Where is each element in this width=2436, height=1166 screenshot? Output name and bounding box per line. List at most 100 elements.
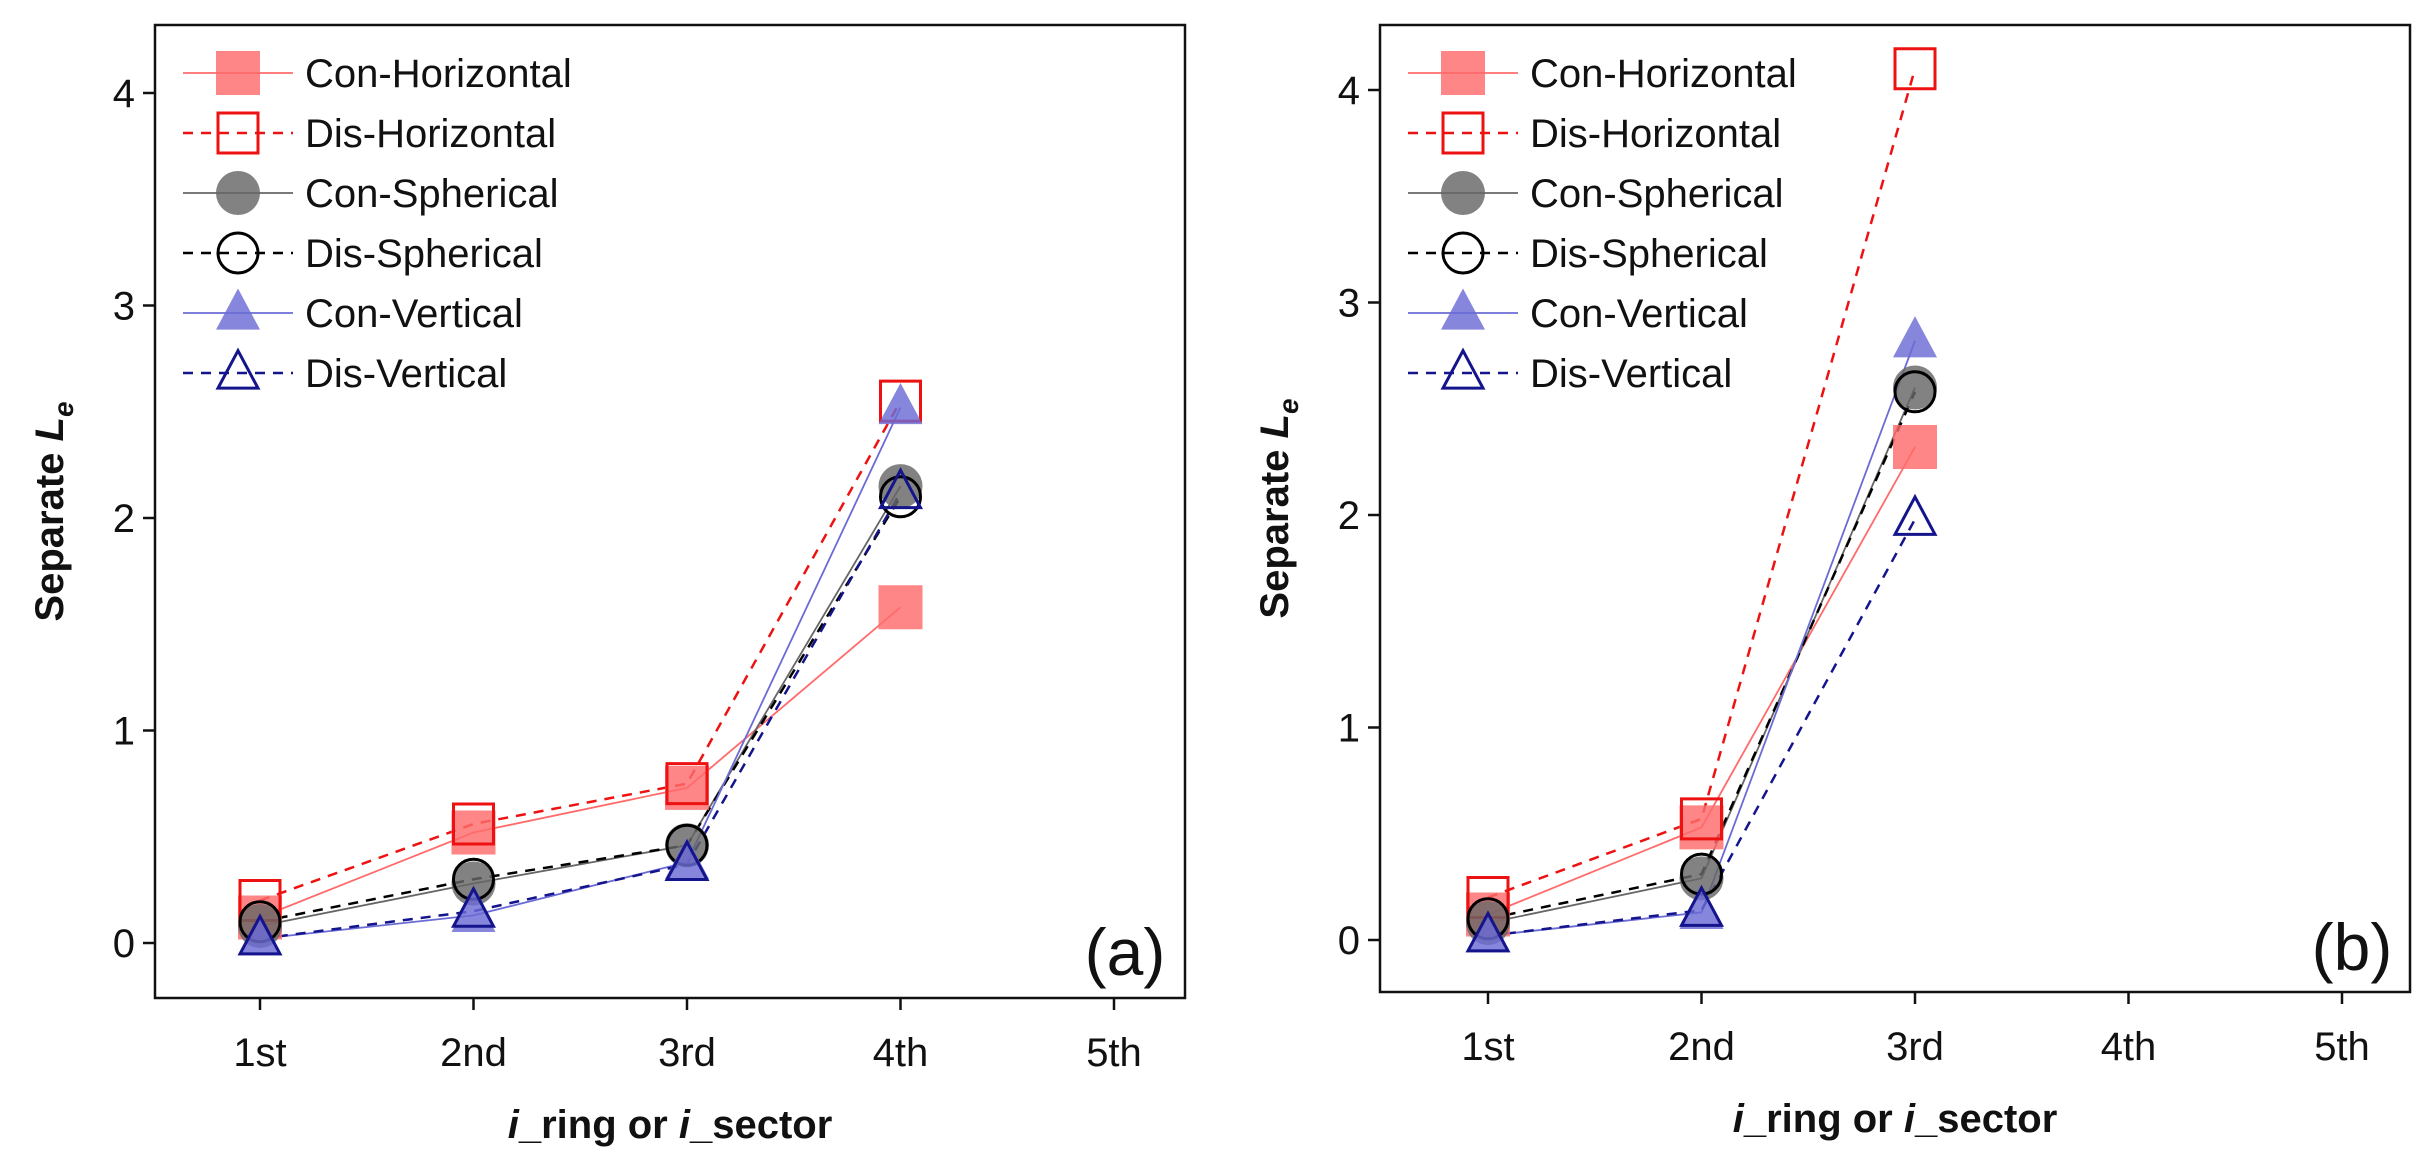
legend-label: Con-Vertical (1530, 292, 1748, 336)
data-point-dis-horizontal (1893, 47, 1937, 91)
legend-marker-con-vertical (1441, 288, 1485, 330)
data-point-con-horizontal (451, 810, 496, 855)
legend-label: Con-Spherical (1530, 172, 1783, 216)
y-tick-label: 2 (113, 497, 135, 541)
series-line-con-vertical (259, 407, 902, 940)
legend-label: Dis-Spherical (305, 232, 543, 276)
plot-frame (153, 23, 1187, 1000)
y-tick-label: 3 (1338, 282, 1360, 326)
data-point-dis-spherical (1893, 370, 1937, 414)
x-axis-title-part: _sector (1914, 1097, 2057, 1141)
y-tick-label: 1 (1338, 707, 1360, 751)
y-axis-title-part: e (1273, 398, 1304, 414)
x-tick-label: 1st (1461, 1025, 1514, 1069)
y-tick-label: 4 (1338, 69, 1360, 113)
data-point-dis-horizontal (665, 762, 709, 806)
x-tick-label: 4th (873, 1031, 929, 1075)
data-point-con-horizontal (1893, 425, 1937, 469)
y-tick-label: 0 (1338, 919, 1360, 963)
y-axis-title-part: Separate (1253, 438, 1297, 618)
plot-frame (1378, 23, 2412, 994)
x-axis-title-part: _ring or (518, 1103, 679, 1147)
legend-marker-con-horizontal (216, 51, 260, 95)
legend-marker-dis-vertical (1440, 347, 1486, 390)
legend: Con-Horizontal Dis-Horizontal Con-Spherica… (1408, 51, 1797, 396)
y-axis-title: Separate Le (28, 401, 79, 621)
data-point-con-horizontal (878, 585, 923, 630)
x-tick-label: 5th (1086, 1031, 1142, 1075)
legend: Con-Horizontal Dis-Horizontal Con-Spherica… (183, 51, 572, 396)
y-tick-label: 3 (113, 285, 135, 329)
legend-label: Con-Vertical (305, 292, 523, 336)
legend-marker-dis-vertical (215, 347, 261, 390)
x-axis-title-part: i (679, 1103, 691, 1147)
legend-marker-con-spherical (1441, 171, 1485, 215)
data-point-dis-vertical (664, 838, 710, 881)
data-point-con-spherical (878, 464, 923, 509)
y-tick-label: 2 (1338, 494, 1360, 538)
data-point-con-vertical (238, 914, 282, 956)
legend-marker-con-spherical (216, 171, 260, 215)
series-line-dis-vertical (259, 491, 902, 940)
y-tick-label: 1 (113, 710, 135, 754)
data-point-con-vertical (878, 382, 923, 425)
data-point-con-horizontal (1679, 805, 1724, 850)
series-line-con-spherical (259, 485, 902, 927)
x-axis-title-part: i (1904, 1097, 1916, 1141)
y-tick-label: 0 (113, 922, 135, 966)
data-point-dis-horizontal (1680, 797, 1723, 841)
data-point-dis-vertical (450, 885, 497, 928)
series-line-dis-vertical (1487, 518, 1917, 937)
y-axis-title-part: Separate (28, 441, 72, 621)
series-line-con-horizontal (259, 606, 902, 919)
data-point-dis-spherical (879, 475, 922, 519)
panel-label: (b) (2312, 910, 2393, 984)
series-line-dis-horizontal (1487, 68, 1917, 899)
data-point-dis-vertical (1678, 884, 1725, 927)
x-tick-label: 5th (2314, 1025, 2370, 1069)
data-point-dis-vertical (237, 913, 283, 956)
legend-label: Con-Spherical (305, 172, 558, 216)
legend-marker-dis-horizontal (216, 111, 260, 155)
x-tick-label: 3rd (1886, 1025, 1944, 1069)
x-tick-label: 1st (233, 1031, 286, 1075)
x-axis-title-part: i (1733, 1097, 1745, 1141)
y-axis-title-part: L (1253, 414, 1297, 438)
legend-label: Dis-Spherical (1530, 232, 1768, 276)
legend-label: Dis-Horizontal (1530, 112, 1781, 156)
legend-label: Dis-Horizontal (305, 112, 556, 156)
x-tick-label: 3rd (658, 1031, 716, 1075)
x-tick-label: 4th (2101, 1025, 2157, 1069)
legend-marker-dis-spherical (216, 231, 260, 275)
legend-marker-con-vertical (216, 288, 260, 330)
x-axis-title-part: i (508, 1103, 520, 1147)
x-axis-title-part: _sector (689, 1103, 832, 1147)
legend-marker-con-horizontal (1441, 51, 1485, 95)
data-point-con-vertical (1893, 316, 1937, 358)
legend-label: Dis-Vertical (1530, 352, 1732, 396)
y-axis-title-part: L (28, 417, 72, 441)
series-line-dis-spherical (259, 496, 902, 923)
x-tick-label: 2nd (1668, 1025, 1735, 1069)
legend-label: Con-Horizontal (305, 52, 572, 96)
legend-marker-dis-horizontal (1441, 111, 1485, 155)
y-axis-title-part: e (48, 401, 79, 417)
data-point-dis-vertical (1892, 493, 1938, 536)
data-point-con-vertical (451, 890, 496, 933)
data-point-dis-horizontal (452, 802, 495, 846)
x-axis-title-part: _ring or (1743, 1097, 1904, 1141)
legend-label: Con-Horizontal (1530, 52, 1797, 96)
x-axis-title: i_ring or i_sector (508, 1103, 833, 1147)
x-tick-label: 2nd (440, 1031, 507, 1075)
panel-label: (a) (1085, 915, 1166, 989)
data-point-dis-vertical (1465, 910, 1511, 953)
legend-label: Dis-Vertical (305, 352, 507, 396)
y-tick-label: 4 (113, 72, 135, 116)
data-point-con-vertical (1466, 911, 1510, 953)
series-line-dis-horizontal (259, 400, 902, 902)
data-point-dis-vertical (877, 466, 924, 510)
y-axis-title: Separate Le (1253, 398, 1304, 618)
data-point-con-vertical (1679, 887, 1724, 930)
